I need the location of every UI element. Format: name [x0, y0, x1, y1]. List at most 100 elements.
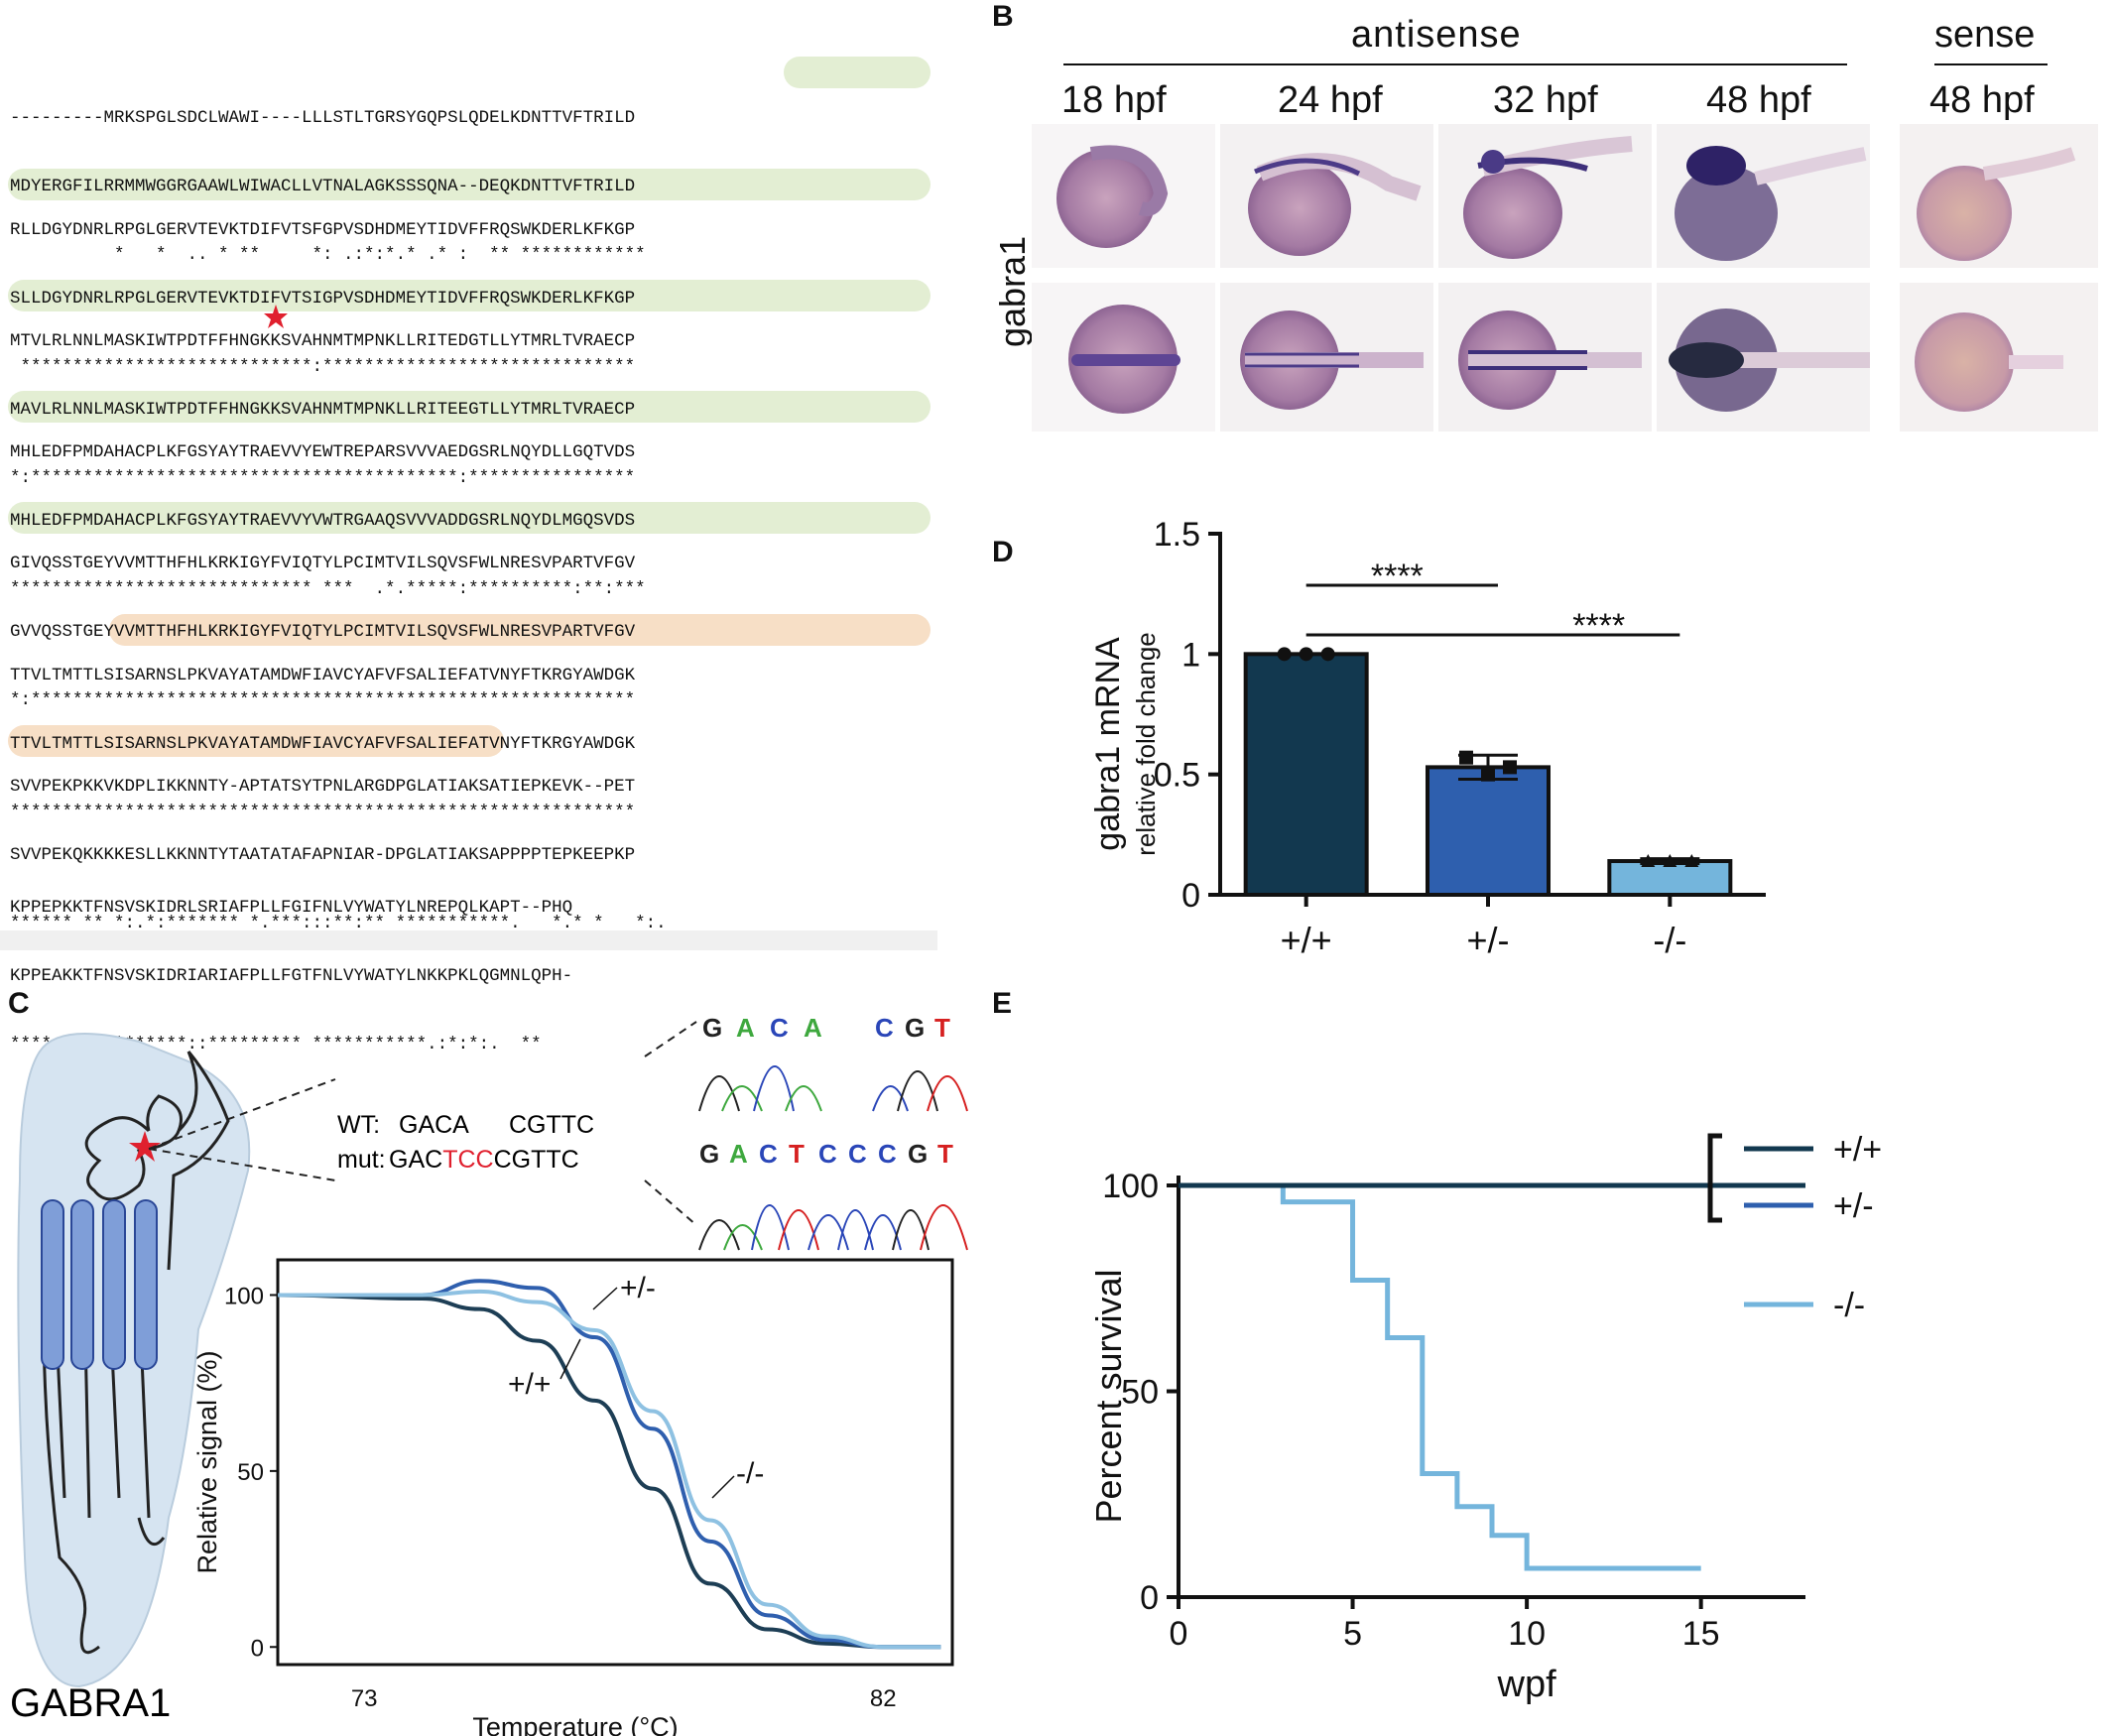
- embryo-32hpf-lateral: [1463, 136, 1633, 259]
- seq-line-human: MHLEDFPMDAHACPLKFGSYAYTRAEVVYEWTREPARSVV…: [10, 442, 636, 462]
- protein-name: GABRA1: [10, 1681, 171, 1725]
- y-axis-label: gabra1 mRNA: [1089, 637, 1127, 851]
- seq-line-zebrafish: TTVLTMTTLSISARNSLPKVAYATAMDWFIAVCYAFVFSA…: [10, 734, 636, 754]
- alignment-block-1: ---------MRKSPGLSDCLWAWI----LLLSTLTGRSYG…: [10, 62, 932, 312]
- label-leader: [592, 1287, 618, 1310]
- y-tick-label: 100: [1102, 1168, 1159, 1205]
- base-letter: A: [729, 1139, 748, 1169]
- series-label: +/-: [620, 1272, 656, 1304]
- y-tick-label: 50: [237, 1459, 264, 1486]
- x-tick-label: 0: [1170, 1615, 1188, 1653]
- alignment-block-4: MHLEDFPMDAHACPLKFGSYAYTRAEVVYEWTREPARSVV…: [10, 396, 932, 647]
- x-tick-label: 82: [870, 1685, 897, 1712]
- base-letter: G: [905, 1013, 925, 1043]
- panel-c: GABRA1 WT: GACA CGTTC mut: GACTCCCGTTC G…: [10, 1013, 968, 1736]
- x-axis-label: wpf: [1497, 1664, 1557, 1705]
- base-letter: T: [937, 1139, 953, 1169]
- seq-line-human: ---------MRKSPGLSDCLWAWI----LLLSTLTGRSYG…: [10, 108, 636, 128]
- embryo-sense-lateral: [1917, 147, 2076, 261]
- wt-seq-a: GACA: [399, 1111, 469, 1139]
- legend-label: +/+: [1833, 1131, 1882, 1169]
- sense-label: sense: [1934, 14, 2036, 56]
- base-letter: G: [699, 1139, 719, 1169]
- mutation-star-icon: [129, 1131, 161, 1162]
- base-letter: C: [875, 1013, 894, 1043]
- alignment-block-6: TTVLTMTTLSISARNSLPKVAYATAMDWFIAVCYAFVFSA…: [10, 619, 932, 870]
- y-axis-label: Relative signal (%): [192, 1350, 222, 1573]
- x-tick-label: +/+: [1281, 920, 1332, 960]
- mut-label: mut:: [337, 1146, 386, 1174]
- x-tick-label: 15: [1682, 1615, 1720, 1653]
- seq-line-human: SVVPEKPKKVKDPLIKKNNTY-APTATSYTPNLARGDPGL…: [10, 777, 636, 797]
- sense-bracket-line: [1934, 63, 2048, 65]
- base-letter: G: [908, 1139, 928, 1169]
- base-letter: A: [736, 1013, 755, 1043]
- panel-label-c: C: [8, 987, 30, 1020]
- seq-line-zebrafish: MAVLRLNNLMASKIWTPDTFFHNGKKSVAHNMTMPNKLLR…: [10, 400, 636, 420]
- alignment-footer-shade: [0, 930, 937, 950]
- wt-label: WT:: [337, 1111, 380, 1139]
- legend-label: -/-: [1833, 1287, 1865, 1324]
- y-tick-label: 0: [1140, 1579, 1159, 1617]
- highlight-green: [8, 169, 931, 200]
- embryo-18hpf-lateral: [1056, 145, 1169, 248]
- highlight-orange: [8, 725, 504, 757]
- melt-curve-line: [278, 1289, 941, 1650]
- antisense-label: antisense: [1351, 14, 1522, 56]
- mut-sequence: GACTCCCGTTC: [389, 1146, 579, 1174]
- x-tick-label: -/-: [1653, 920, 1686, 960]
- conservation-line: *:**************************************…: [10, 468, 636, 488]
- y-axis-label: Percent survival: [1088, 1269, 1129, 1523]
- zoom-line: [644, 1021, 697, 1057]
- melt-curve-chart: +/- +/+ -/- 0 50 100 73 82 Temperature (°C) Rela…: [192, 1258, 954, 1736]
- series-label: +/+: [508, 1368, 551, 1401]
- bar: [1426, 765, 1551, 897]
- base-letter: C: [848, 1139, 867, 1169]
- seq-line-zebrafish: KPPEAKKTFNSVSKIDRIARIAFPLLFGTFNLVYWATYLN…: [10, 966, 573, 986]
- melt-curve-line: [278, 1279, 941, 1650]
- highlight-green: [8, 280, 931, 311]
- panel-label-d: D: [992, 536, 1014, 568]
- zoom-line: [148, 1078, 336, 1150]
- mutation-star-icon: [264, 305, 288, 328]
- seq-line-human: KPPEPKKTFNSVSKIDRLSRIAFPLLFGIFNLVYWATYLN…: [10, 898, 573, 918]
- series-label: -/-: [736, 1457, 764, 1490]
- base-letter: G: [702, 1013, 722, 1043]
- conservation-line: ****************************************…: [10, 803, 636, 822]
- embryo-18hpf-dorsal: [1068, 305, 1180, 414]
- seq-line-zebrafish: SLLDGYDNRLRPGLGERVTEVKTDIFVTSIGPVSDHDMEY…: [10, 289, 636, 309]
- wt-seq-b: CGTTC: [509, 1111, 594, 1139]
- transmembrane-helices: [41, 1199, 158, 1370]
- alignment-block-2: RLLDGYDNRLRPGLGERVTEVKTDIFVTSFGPVSDHDMEY…: [10, 174, 932, 425]
- conservation-line: ****** ** *:.*:******* *.***:::**:** ***…: [10, 914, 667, 933]
- data-point: [1481, 767, 1495, 782]
- seq-line-human: RLLDGYDNRLRPGLGERVTEVKTDIFVTSFGPVSDHDMEY…: [10, 220, 636, 240]
- base-letter: A: [804, 1013, 822, 1043]
- highlight-green: [8, 391, 931, 423]
- base-letter: C: [770, 1013, 789, 1043]
- zoom-line: [148, 1148, 336, 1181]
- conservation-line: *:**************************************…: [10, 690, 636, 710]
- data-point: [1277, 647, 1292, 662]
- y-tick-label: 0: [251, 1635, 264, 1662]
- x-axis-label: Temperature (°C): [472, 1712, 678, 1736]
- stage-label: 48 hpf: [1929, 79, 2035, 121]
- base-letter: C: [878, 1139, 897, 1169]
- seq-line-zebrafish: MHLEDFPMDAHACPLKFGSYAYTRAEVVYVWTRGAAQSVV…: [10, 511, 636, 531]
- y-tick-label: 1.5: [1154, 516, 1200, 554]
- seq-line-zebrafish: SVVPEKQKKKKESLLKKNNTYTAATATAFAPNIAR-DPGL…: [10, 845, 636, 865]
- embryo-48hpf-dorsal: [1669, 309, 1870, 412]
- data-point: [1503, 760, 1517, 775]
- conservation-line: * * .. * ** *: .:*:*.* .* : ** *********…: [10, 245, 646, 265]
- mut-seq-b: CGTTC: [494, 1146, 579, 1174]
- x-tick-label: 5: [1343, 1615, 1362, 1653]
- stage-label: 32 hpf: [1493, 79, 1598, 121]
- base-letter: T: [789, 1139, 805, 1169]
- stage-label: 48 hpf: [1706, 79, 1811, 121]
- label-leader: [559, 1338, 581, 1380]
- highlight-orange: [109, 614, 931, 646]
- data-point: [1641, 854, 1656, 868]
- data-point: [1684, 854, 1699, 868]
